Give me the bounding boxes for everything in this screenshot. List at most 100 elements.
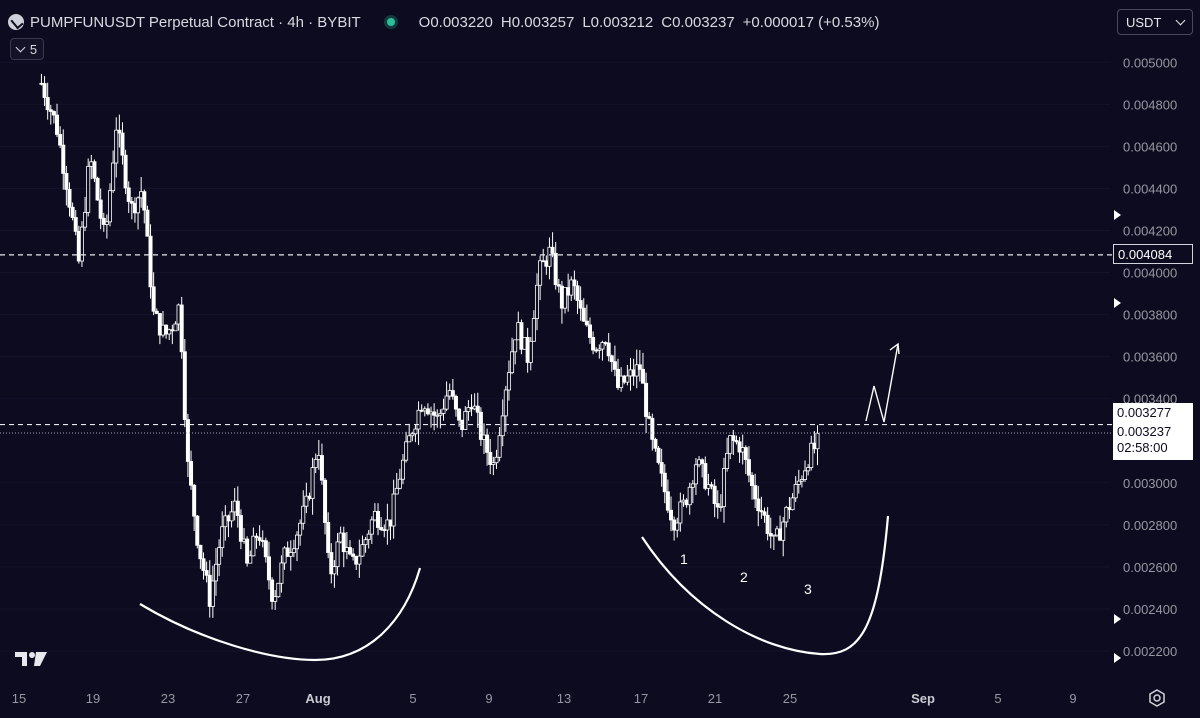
candle-body — [625, 375, 630, 383]
candle-body — [410, 433, 415, 437]
scroll-marker-icon[interactable] — [1114, 210, 1121, 220]
y-tick-label: 0.004200 — [1123, 224, 1177, 239]
gear-icon[interactable] — [1148, 689, 1166, 707]
symbol-logo-icon — [8, 14, 24, 30]
candle-body — [204, 570, 209, 576]
candle-body — [413, 428, 418, 435]
scroll-marker-icon[interactable] — [1114, 653, 1121, 663]
candle-body — [793, 484, 798, 499]
candle-body — [304, 495, 309, 507]
candle-body — [640, 368, 645, 384]
candle-body — [587, 324, 592, 338]
candle-body — [55, 114, 60, 135]
candle-body — [737, 441, 742, 453]
candle-body — [690, 483, 695, 488]
candle-body — [762, 511, 767, 516]
candle-body — [538, 260, 543, 286]
candle-body — [781, 521, 786, 541]
y-tick-label: 0.003800 — [1123, 308, 1177, 323]
symbol-title[interactable]: PUMPFUNUSDT Perpetual Contract · 4h · BY… — [30, 13, 361, 31]
x-tick-label: 17 — [634, 691, 648, 706]
candle-body — [665, 491, 670, 511]
open-value: 0.003220 — [430, 13, 493, 31]
candle-body — [556, 284, 561, 287]
neckline-price-tag: 0.003277 — [1113, 403, 1193, 423]
candle-body — [235, 500, 240, 516]
candle-body — [531, 318, 536, 342]
candle-body — [700, 459, 705, 464]
indicators-toggle-button[interactable]: 5 — [10, 38, 44, 60]
candle-body — [198, 544, 203, 560]
y-tick-label: 0.005000 — [1123, 55, 1177, 70]
candle-body — [400, 459, 405, 480]
x-tick-label: 13 — [557, 691, 571, 706]
live-dot-icon — [386, 18, 395, 26]
candle-body — [210, 580, 215, 607]
candle-body — [298, 522, 303, 536]
candle-body — [86, 165, 91, 213]
x-tick-label: 25 — [783, 691, 797, 706]
candle-body — [438, 413, 443, 416]
candle-body — [111, 162, 116, 192]
candle-body — [404, 441, 409, 461]
x-tick-label: 15 — [12, 691, 26, 706]
tradingview-logo-icon[interactable] — [14, 650, 48, 668]
candle-body — [799, 479, 804, 482]
candle-body — [750, 474, 755, 487]
candle-body — [64, 172, 69, 190]
candle-body — [276, 582, 281, 598]
x-tick-label: Sep — [911, 691, 935, 706]
candle-body — [189, 461, 194, 486]
candle-body — [254, 535, 259, 539]
scroll-marker-icon[interactable] — [1114, 614, 1121, 624]
candle-body — [578, 300, 583, 309]
scroll-marker-icon[interactable] — [1114, 298, 1121, 308]
candle-body — [126, 187, 131, 202]
candle-body — [497, 435, 502, 458]
x-tick-label: 9 — [1069, 691, 1076, 706]
currency-select[interactable]: USDT — [1117, 9, 1193, 35]
time-axis[interactable]: 15 19 23 27 Aug 5 9 13 17 21 25 Sep 5 9 — [12, 691, 1077, 706]
candle-body — [185, 419, 190, 462]
candle-body — [288, 552, 293, 557]
candle-body — [376, 510, 381, 528]
candle-body — [363, 539, 368, 546]
candle-body — [441, 408, 446, 414]
projection-arrowhead — [889, 342, 900, 355]
candle-body — [503, 389, 508, 417]
projection-arrow-path — [865, 343, 899, 423]
candle-body — [647, 416, 652, 419]
candle-body — [182, 351, 187, 420]
candle-body — [148, 235, 153, 288]
x-tick-label: 21 — [708, 691, 722, 706]
candle-body — [725, 452, 730, 469]
candle-body — [251, 535, 256, 557]
price-levels — [0, 254, 1112, 434]
candle-body — [192, 484, 197, 517]
candle-body — [485, 434, 490, 453]
candle-body — [650, 417, 655, 440]
candle-body — [662, 472, 667, 493]
candle-body — [715, 503, 720, 508]
y-tick-label: 0.002400 — [1123, 602, 1177, 617]
candle-body — [394, 487, 399, 495]
candle-body — [129, 201, 134, 204]
candle-body — [92, 161, 97, 179]
candle-body — [360, 544, 365, 557]
candle-body — [553, 252, 558, 286]
price-axis[interactable]: 0.005000 0.004800 0.004600 0.004400 0.004200… — [1123, 55, 1177, 659]
candle-body — [550, 246, 555, 254]
candle-body — [756, 498, 761, 512]
candle-body — [718, 506, 723, 508]
indicators-count: 5 — [29, 41, 38, 57]
candle-body — [612, 361, 617, 370]
candle-body — [291, 548, 296, 553]
candle-body — [391, 493, 396, 527]
candle-body — [693, 464, 698, 485]
resistance-price-tag: 0.004084 — [1113, 244, 1193, 264]
symbol-legend[interactable]: PUMPFUNUSDT Perpetual Contract · 4h · BY… — [8, 10, 879, 34]
candle-body — [220, 526, 225, 549]
candle-body — [478, 411, 483, 440]
candle-body — [463, 411, 468, 430]
